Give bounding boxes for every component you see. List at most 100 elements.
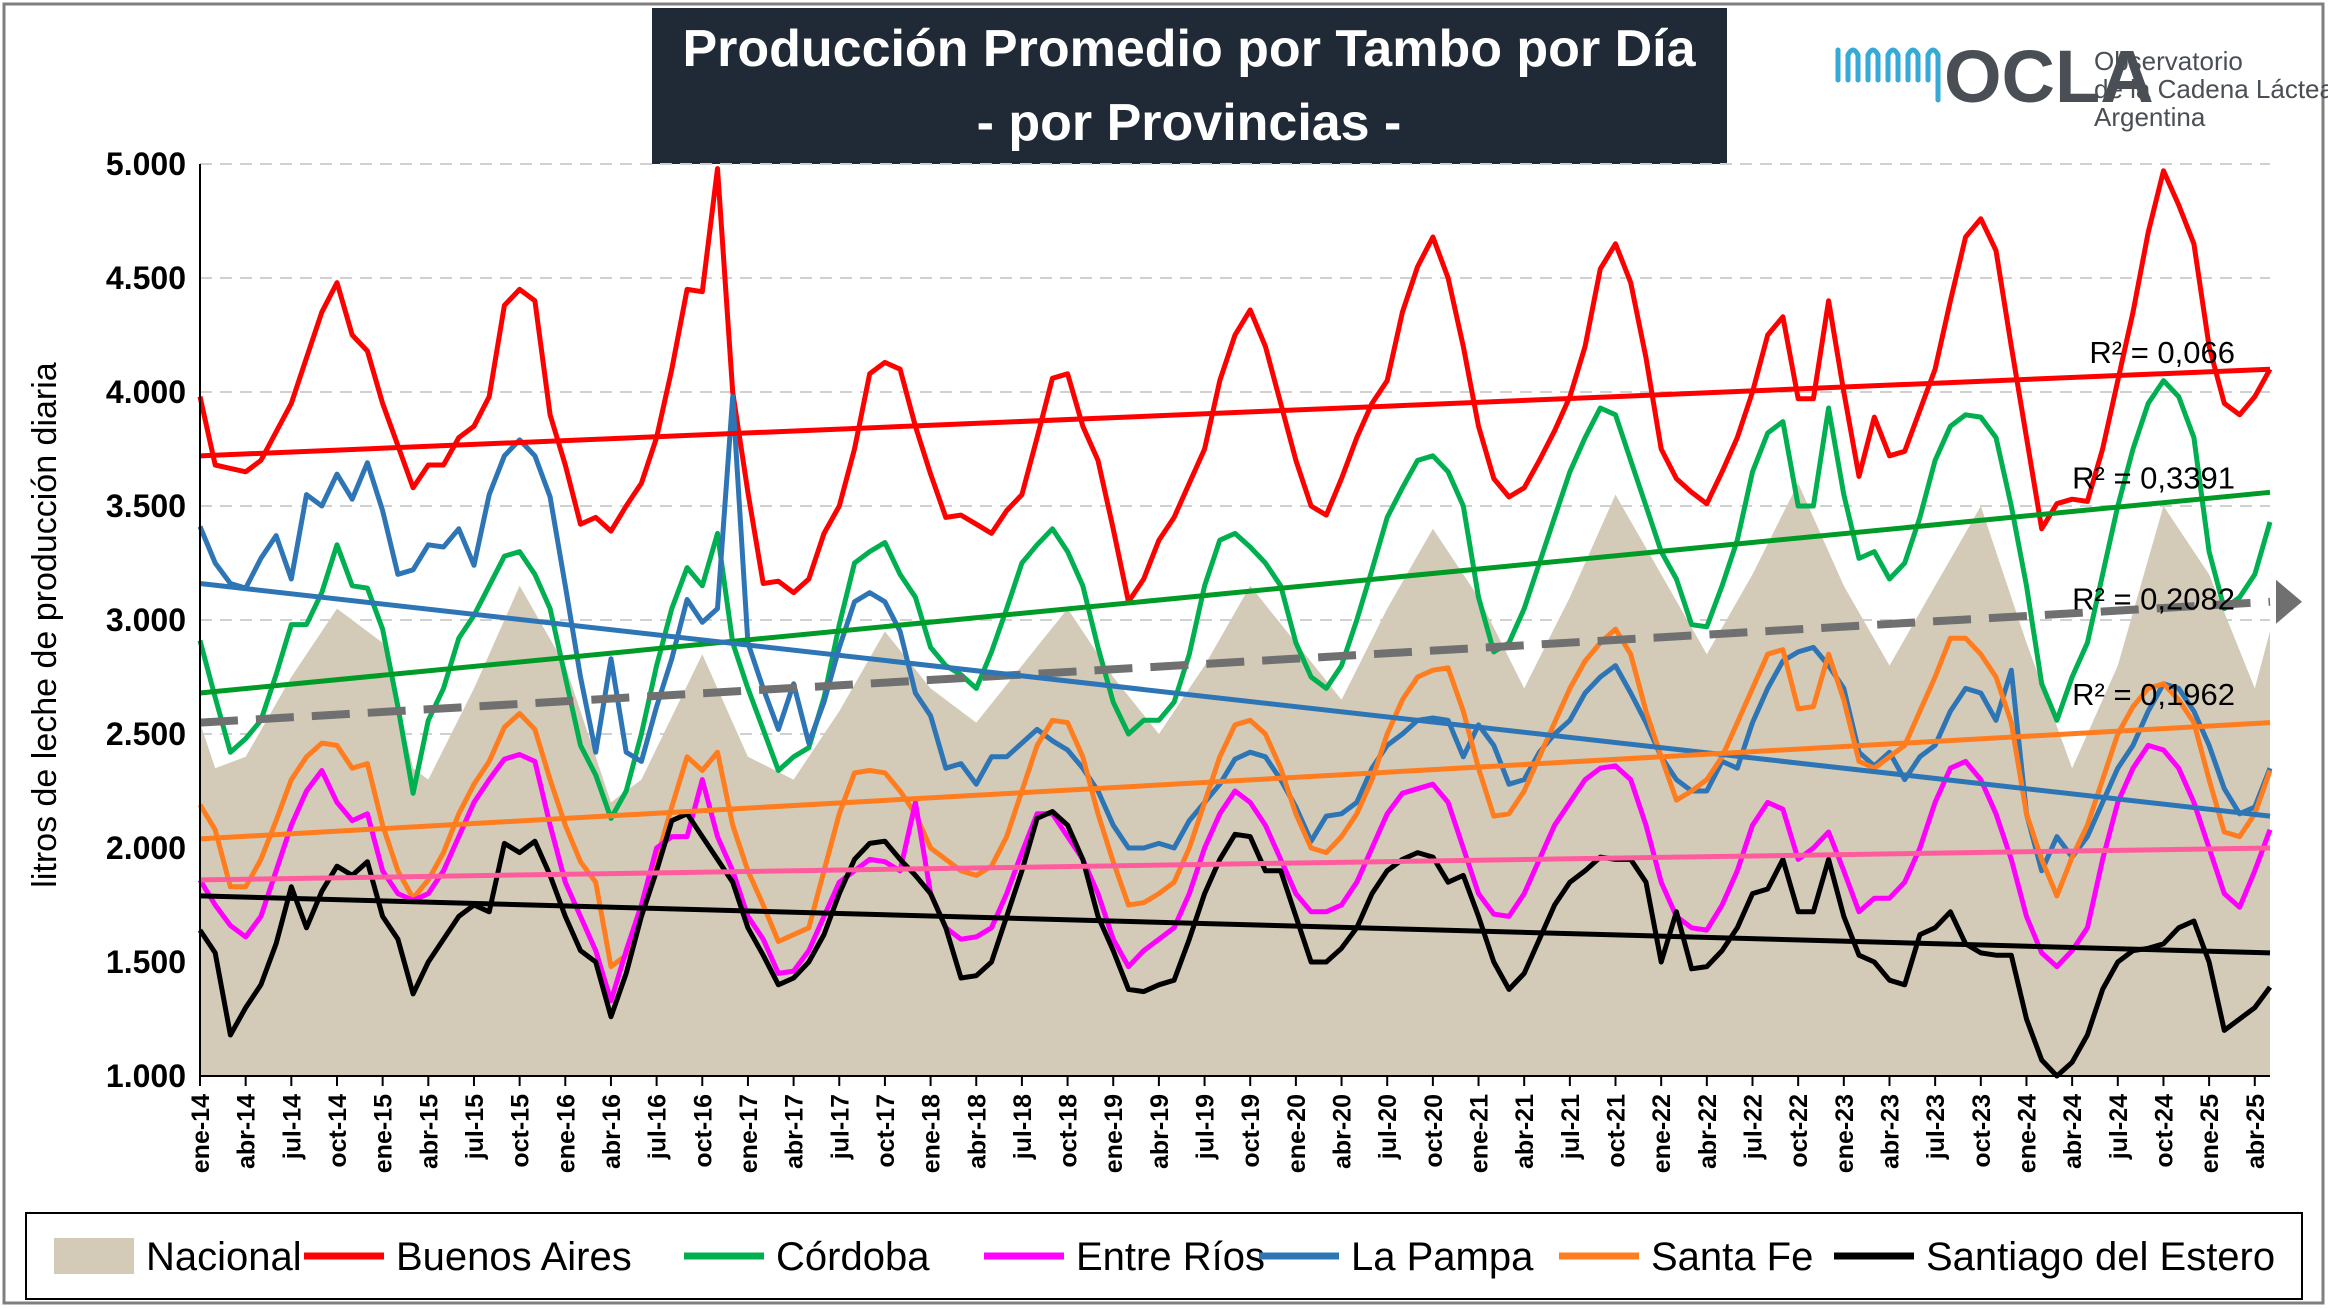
trend-layer bbox=[199, 366, 2302, 956]
x-tick-label: ene-21 bbox=[1466, 1094, 1494, 1173]
trend-entre-rios bbox=[199, 845, 2271, 883]
x-tick-label: jul-15 bbox=[461, 1094, 489, 1160]
series-entre-rios-line bbox=[197, 742, 2273, 1004]
axis-layer: 1.000 1.500 2.000 2.500 3.000 3.500 4.000 4.500… bbox=[106, 146, 2270, 1173]
r2-label-santa-fe: R² = 0,1962 bbox=[2072, 677, 2235, 712]
chart-title-line2: - por Provincias - bbox=[977, 94, 1402, 152]
x-tick-label: oct-17 bbox=[872, 1094, 900, 1168]
logo-line3: Argentina bbox=[2094, 102, 2206, 132]
y-tick-label: 2.000 bbox=[106, 830, 186, 866]
x-tick-label: ene-16 bbox=[552, 1094, 580, 1173]
legend-item-santa-fe: Santa Fe bbox=[1559, 1235, 1813, 1279]
x-tick-label: abr-25 bbox=[2242, 1094, 2270, 1169]
x-tick-label: jul-19 bbox=[1192, 1094, 1220, 1160]
x-tick-label: jul-23 bbox=[1922, 1094, 1950, 1160]
x-tick-label: jul-18 bbox=[1009, 1094, 1037, 1160]
x-tick-label: jul-24 bbox=[2105, 1094, 2133, 1160]
x-tick-label: oct-24 bbox=[2150, 1094, 2178, 1168]
x-tick-label: oct-23 bbox=[1968, 1094, 1996, 1168]
legend-item-la-pampa: La Pampa bbox=[1259, 1235, 1534, 1279]
r2-label-buenos-aires: R² = 0,066 bbox=[2089, 335, 2235, 370]
legend-item-nacional: Nacional bbox=[54, 1235, 302, 1279]
x-tick-label: ene-20 bbox=[1283, 1094, 1311, 1173]
logo-line2: de la Cadena Láctea bbox=[2094, 74, 2328, 104]
x-tick-label: abr-15 bbox=[415, 1094, 443, 1169]
logo-line1: Observatorio bbox=[2094, 46, 2243, 76]
legend-label: Entre Ríos bbox=[1076, 1235, 1265, 1279]
series-santiago-del-estero-line bbox=[197, 809, 2273, 1079]
trend-la-pampa bbox=[199, 581, 2271, 819]
x-tick-label: oct-14 bbox=[324, 1094, 352, 1168]
x-tick-label: jul-14 bbox=[278, 1094, 306, 1160]
legend-label: Santiago del Estero bbox=[1926, 1235, 2275, 1279]
series-buenos-aires-line bbox=[197, 166, 2273, 605]
series-santa-fe-line bbox=[197, 626, 2273, 970]
legend-item-santiago-del-estero: Santiago del Estero bbox=[1834, 1235, 2275, 1279]
legend-swatch bbox=[54, 1238, 134, 1274]
x-tick-label: abr-16 bbox=[598, 1094, 626, 1169]
x-tick-label: jul-21 bbox=[1557, 1094, 1585, 1160]
legend-label: Nacional bbox=[146, 1235, 302, 1279]
legend-item-entre-rios: Entre Ríos bbox=[984, 1235, 1265, 1279]
trend-santa-fe bbox=[199, 720, 2271, 842]
x-tick-label: ene-24 bbox=[2013, 1094, 2041, 1173]
x-tick-label: oct-18 bbox=[1055, 1094, 1083, 1168]
x-tick-label: oct-16 bbox=[689, 1094, 717, 1168]
x-tick-label: abr-20 bbox=[1329, 1094, 1357, 1169]
x-tick-label: abr-24 bbox=[2059, 1094, 2087, 1169]
legend-label: La Pampa bbox=[1351, 1235, 1534, 1279]
x-tick-label: oct-20 bbox=[1420, 1094, 1448, 1168]
y-tick-label: 2.500 bbox=[106, 716, 186, 752]
x-tick-label: jul-17 bbox=[826, 1094, 854, 1160]
y-axis-label: litros de leche de producción diaria bbox=[26, 362, 64, 888]
x-tick-label: oct-21 bbox=[1603, 1094, 1631, 1168]
trend-santiago-del-estero bbox=[199, 893, 2271, 956]
x-tick-label: ene-14 bbox=[187, 1094, 215, 1173]
r2-labels: R² = 0,066 R² = 0,3391 R² = 0,2082 R² = 0,1… bbox=[2072, 335, 2235, 712]
series-layer bbox=[197, 166, 2273, 1079]
legend: Nacional Buenos Aires Córdoba Entre Ríos La … bbox=[54, 1235, 2275, 1279]
x-tick-label: abr-17 bbox=[781, 1094, 809, 1169]
y-tick-label: 1.500 bbox=[106, 944, 186, 980]
y-tick-label: 3.000 bbox=[106, 602, 186, 638]
x-tick-label: jul-22 bbox=[1740, 1094, 1768, 1160]
y-tick-label: 4.000 bbox=[106, 374, 186, 410]
title-banner: Producción Promedio por Tambo por Día - … bbox=[652, 8, 1727, 164]
ocla-logo: OCLA Observatorio de la Cadena Láctea Ar… bbox=[1835, 35, 2328, 132]
legend-label: Santa Fe bbox=[1651, 1235, 1813, 1279]
y-tick-label: 4.500 bbox=[106, 260, 186, 296]
trend-nacional-tendencia bbox=[199, 597, 2271, 727]
wave-logo-icon bbox=[1835, 47, 1941, 103]
y-tick-label: 3.500 bbox=[106, 488, 186, 524]
x-tick-label: abr-14 bbox=[233, 1094, 261, 1169]
x-tick-label: jul-16 bbox=[644, 1094, 672, 1160]
x-tick-label: abr-22 bbox=[1694, 1094, 1722, 1169]
chart-title-line1: Producción Promedio por Tambo por Día bbox=[682, 20, 1696, 78]
x-tick-label: ene-15 bbox=[370, 1094, 398, 1173]
x-tick-label: jul-20 bbox=[1374, 1094, 1402, 1160]
x-tick-label: abr-23 bbox=[1876, 1094, 1904, 1169]
legend-box bbox=[25, 1212, 2303, 1300]
legend-label: Buenos Aires bbox=[396, 1235, 632, 1279]
legend-item-buenos-aires: Buenos Aires bbox=[304, 1235, 632, 1279]
trend-arrow-icon bbox=[2276, 579, 2302, 624]
x-tick-label: ene-19 bbox=[1100, 1094, 1128, 1173]
x-tick-label: ene-25 bbox=[2196, 1094, 2224, 1173]
x-tick-label: oct-22 bbox=[1785, 1094, 1813, 1168]
title-background bbox=[652, 8, 1727, 164]
y-tick-label: 5.000 bbox=[106, 146, 186, 182]
r2-label-nacional-tendencia: R² = 0,2082 bbox=[2072, 581, 2235, 616]
legend-label: Córdoba bbox=[776, 1235, 930, 1279]
trend-cordoba bbox=[199, 489, 2271, 696]
x-tick-label: abr-21 bbox=[1511, 1094, 1539, 1169]
x-tick-label: ene-18 bbox=[918, 1094, 946, 1173]
x-tick-label: abr-19 bbox=[1146, 1094, 1174, 1169]
y-tick-label: 1.000 bbox=[106, 1058, 186, 1094]
x-tick-label: ene-17 bbox=[735, 1094, 763, 1173]
x-tick-label: ene-23 bbox=[1831, 1094, 1859, 1173]
series-la-pampa-line bbox=[197, 394, 2273, 874]
x-tick-label: oct-15 bbox=[507, 1094, 535, 1168]
logo-ocla-text: OCLA bbox=[1944, 35, 2154, 118]
x-tick-label: ene-22 bbox=[1648, 1094, 1676, 1173]
